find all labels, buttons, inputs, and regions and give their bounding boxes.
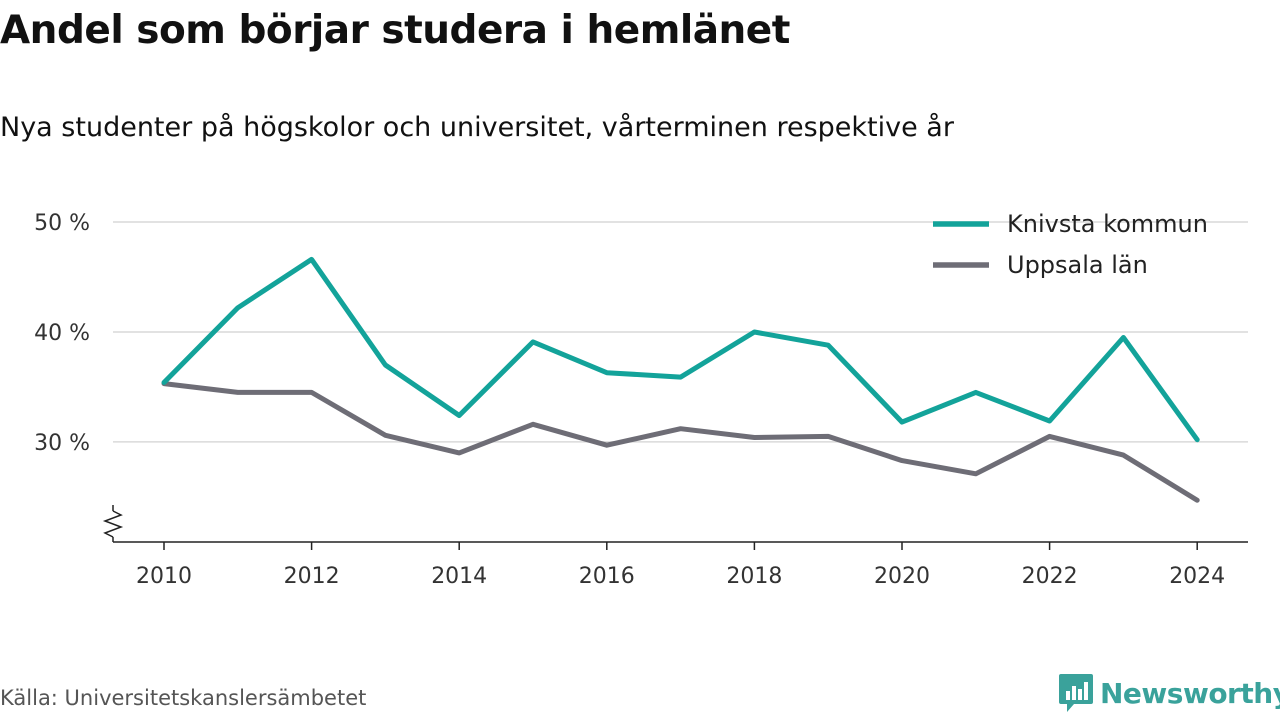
x-tick-label: 2022 (1022, 564, 1078, 589)
gridlines (113, 221, 1248, 443)
y-tick-label: 40 % (34, 321, 90, 346)
y-axis-ticks: 30 % 40 % 50 % (34, 211, 90, 456)
x-tick-label: 2010 (136, 564, 192, 589)
series-lines (161, 256, 1200, 503)
brand-logo: Newsworthy (1058, 672, 1280, 714)
x-tick-label: 2024 (1169, 564, 1225, 589)
chart-title: Andel som börjar studera i hemlänet (0, 8, 790, 53)
axes (102, 505, 1248, 543)
y-tick-label: 50 % (34, 211, 90, 236)
newsworthy-logo-icon (1059, 674, 1093, 712)
legend: Knivsta kommun Uppsala län (933, 210, 1208, 279)
x-tick-label: 2014 (431, 564, 487, 589)
source-note: Källa: Universitetskanslersämbetet (0, 686, 367, 710)
x-tick-label: 2012 (284, 564, 340, 589)
x-tick-label: 2020 (874, 564, 930, 589)
brand-name: Newsworthy (1100, 676, 1280, 710)
y-tick-label: 30 % (34, 431, 90, 456)
series-line-uppsala-l-n (161, 381, 1200, 503)
x-tick-label: 2016 (579, 564, 635, 589)
x-axis-ticks: 2010 2012 2014 2016 2018 2020 2022 2024 (136, 542, 1225, 589)
series-line-knivsta-kommun (161, 256, 1200, 443)
x-tick-label: 2018 (726, 564, 782, 589)
chart-subtitle: Nya studenter på högskolor och universit… (0, 112, 954, 143)
legend-label: Knivsta kommun (1007, 210, 1208, 238)
y-axis-break-icon (102, 510, 124, 538)
legend-label: Uppsala län (1007, 251, 1148, 279)
